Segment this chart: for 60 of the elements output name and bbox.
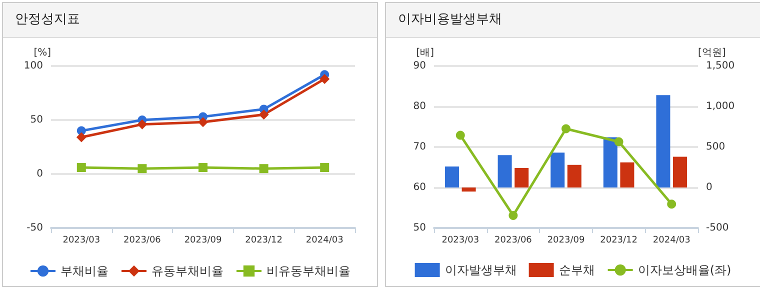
y-tick-label: 100 xyxy=(24,60,43,72)
bar xyxy=(445,166,459,188)
legend-label: 유동부채비율 xyxy=(152,264,224,278)
y2-tick-label: 1,500 xyxy=(706,60,735,72)
legend-label: 비유동부채비율 xyxy=(266,264,350,278)
y-tick-label: 50 xyxy=(30,114,43,126)
y2-axis-title: [억원] xyxy=(698,48,726,58)
point xyxy=(137,119,148,130)
y-axis-title: [%] xyxy=(34,48,52,58)
x-tick-label: 2023/12 xyxy=(600,236,638,246)
point xyxy=(667,200,676,209)
legend-label: 순부채 xyxy=(558,263,595,277)
point xyxy=(138,164,147,174)
x-tick-label: 2023/09 xyxy=(184,236,222,246)
point xyxy=(198,117,208,128)
x-tick-label: 2023/06 xyxy=(494,236,532,246)
point xyxy=(562,124,570,134)
legend-label: 이자보상배율(좌) xyxy=(638,263,732,277)
point xyxy=(614,137,624,146)
y-axis-title: [배] xyxy=(416,48,434,58)
y-tick-label: 0 xyxy=(36,168,43,180)
legend-label: 이자발생부채 xyxy=(444,263,517,277)
point xyxy=(456,130,465,140)
bar xyxy=(462,188,476,192)
x-tick-label: 2023/12 xyxy=(245,236,282,246)
point xyxy=(508,210,518,220)
chart-title: 안정성지표 xyxy=(3,3,377,38)
bar xyxy=(567,164,582,188)
y-tick-label: 50 xyxy=(413,222,426,234)
bar xyxy=(603,137,618,188)
y-tick-label: 80 xyxy=(413,101,426,112)
point xyxy=(320,163,330,172)
y2-tick-label: 500 xyxy=(706,142,726,152)
y-tick-label: 90 xyxy=(413,60,426,72)
legend-label: 부채비율 xyxy=(60,264,108,278)
x-tick-label: 2023/03 xyxy=(62,236,100,246)
x-tick-label: 2023/03 xyxy=(442,236,480,246)
chart-title: 이자비용발생부채 xyxy=(386,3,760,38)
bar xyxy=(656,95,670,188)
x-tick-label: 2024/03 xyxy=(652,236,690,246)
bar xyxy=(498,155,512,188)
bar xyxy=(620,162,634,188)
point xyxy=(259,164,268,174)
point xyxy=(76,163,86,172)
bar xyxy=(550,152,565,188)
y2-tick-label: 0 xyxy=(706,182,712,193)
bar xyxy=(514,168,529,188)
y-tick-label: -50 xyxy=(26,222,43,234)
y2-tick-label: -500 xyxy=(706,222,729,234)
bar xyxy=(673,156,687,188)
x-tick-label: 2024/03 xyxy=(306,236,344,246)
point xyxy=(198,163,208,172)
y2-tick-label: 1,000 xyxy=(706,101,735,112)
y-tick-label: 60 xyxy=(413,182,426,193)
point xyxy=(76,132,86,142)
x-tick-label: 2023/06 xyxy=(124,236,162,246)
point xyxy=(320,74,330,84)
point xyxy=(258,110,269,120)
x-tick-label: 2023/09 xyxy=(547,236,585,246)
y-tick-label: 70 xyxy=(413,142,426,152)
